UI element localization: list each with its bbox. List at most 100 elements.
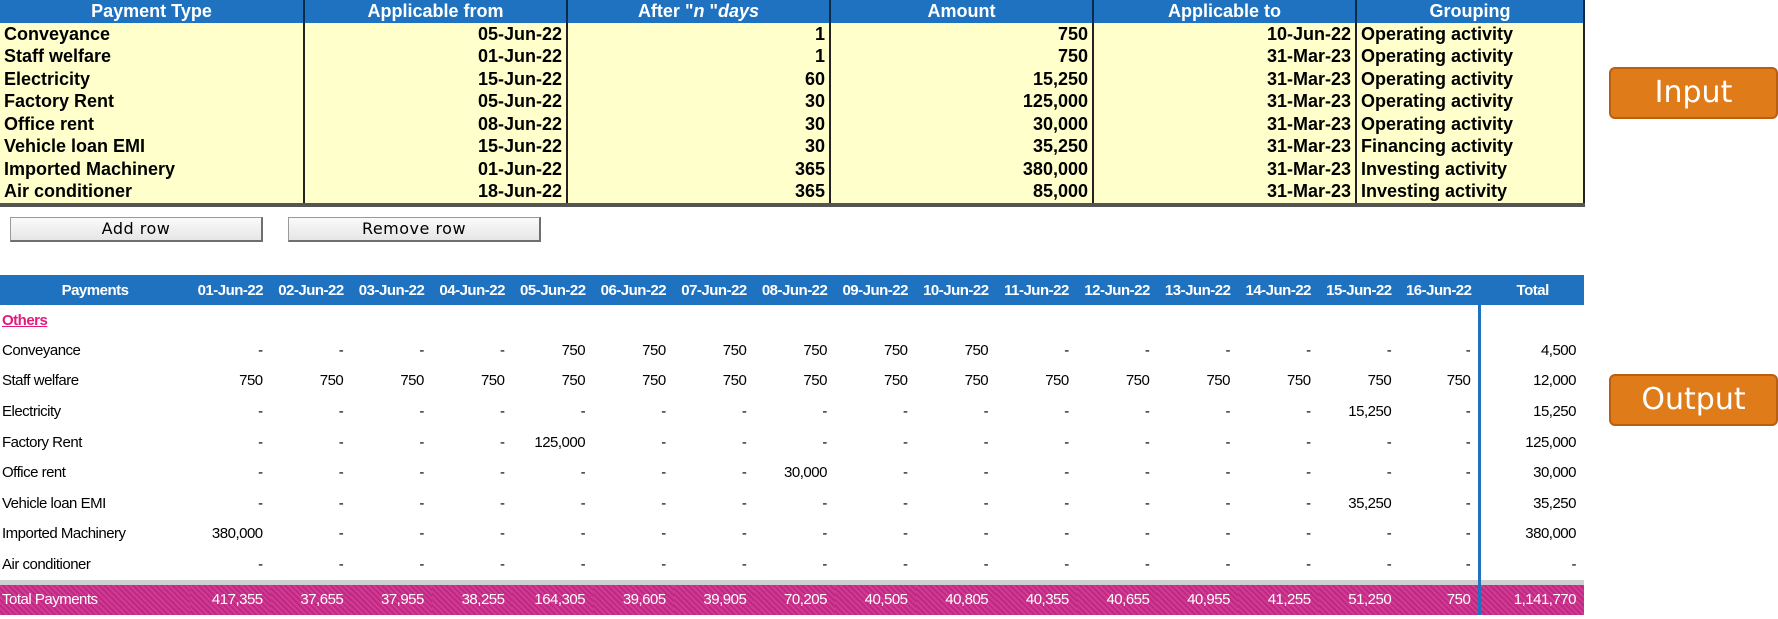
empty-cell[interactable] — [1077, 305, 1158, 335]
day-value-cell[interactable]: - — [1144, 494, 1150, 512]
cell-amount[interactable]: 750 — [830, 45, 1094, 68]
day-value-cell[interactable]: - — [1306, 433, 1311, 451]
day-value-cell[interactable]: - — [419, 464, 424, 482]
day-value-cell[interactable]: - — [661, 464, 666, 482]
add-row-button[interactable]: Add row — [10, 217, 263, 242]
day-total-cell[interactable]: 40,805 — [915, 584, 997, 615]
col-header-date[interactable]: 13-Jun-22 — [1157, 275, 1238, 305]
day-value-cell[interactable]: 750 — [884, 372, 908, 390]
day-value-cell[interactable]: - — [903, 402, 908, 420]
day-value-cell[interactable]: - — [1465, 464, 1471, 482]
empty-cell[interactable] — [271, 305, 352, 335]
cell-applicable-to[interactable]: 31-Mar-23 — [1093, 45, 1357, 68]
day-value-cell[interactable]: - — [1465, 341, 1471, 359]
col-header-date[interactable]: 02-Jun-22 — [270, 275, 352, 305]
cell-amount[interactable]: 30,000 — [830, 113, 1094, 136]
day-value-cell[interactable]: - — [1225, 555, 1230, 573]
day-value-cell[interactable]: - — [822, 555, 827, 573]
col-header-total[interactable]: Total — [1478, 275, 1584, 305]
day-value-cell[interactable]: 750 — [1446, 372, 1471, 390]
day-value-cell[interactable]: - — [661, 494, 666, 512]
day-value-cell[interactable]: 750 — [964, 372, 989, 390]
day-value-cell[interactable]: - — [499, 494, 505, 512]
empty-cell[interactable] — [996, 305, 1077, 335]
day-value-cell[interactable]: - — [258, 433, 263, 451]
cell-applicable-to[interactable]: 31-Mar-23 — [1093, 90, 1357, 113]
day-total-cell[interactable]: 40,955 — [1157, 584, 1238, 615]
day-value-cell[interactable]: - — [822, 433, 827, 451]
day-value-cell[interactable]: - — [1386, 464, 1392, 482]
day-value-cell[interactable]: - — [419, 525, 424, 543]
day-value-cell[interactable]: - — [1144, 341, 1150, 359]
day-value-cell[interactable]: - — [499, 525, 505, 543]
day-total-cell[interactable]: 39,605 — [593, 584, 674, 615]
day-value-cell[interactable]: - — [1306, 464, 1311, 482]
cell-payment-type[interactable]: Conveyance — [0, 23, 305, 46]
day-value-cell[interactable]: - — [741, 402, 747, 420]
day-value-cell[interactable]: - — [741, 433, 747, 451]
day-value-cell[interactable]: - — [1144, 525, 1150, 543]
day-value-cell[interactable]: - — [1225, 402, 1230, 420]
day-value-cell[interactable]: 750 — [561, 372, 586, 390]
cell-after-n-days[interactable]: 1 — [567, 23, 831, 46]
day-value-cell[interactable]: - — [1225, 525, 1230, 543]
section-label-others[interactable]: Others — [2, 311, 48, 329]
day-value-cell[interactable]: - — [1144, 555, 1150, 573]
cell-amount[interactable]: 35,250 — [830, 135, 1094, 158]
day-value-cell[interactable]: - — [580, 464, 586, 482]
day-value-cell[interactable]: 380,000 — [211, 525, 263, 543]
day-total-cell[interactable]: 417,355 — [190, 584, 271, 615]
row-label[interactable]: Vehicle loan EMI — [2, 494, 106, 512]
day-value-cell[interactable]: - — [1306, 341, 1311, 359]
day-value-cell[interactable]: - — [1225, 464, 1230, 482]
day-value-cell[interactable]: 750 — [642, 341, 666, 359]
cell-grouping[interactable]: Operating activity — [1356, 90, 1585, 113]
day-value-cell[interactable]: 750 — [400, 372, 424, 390]
col-header-date[interactable]: 15-Jun-22 — [1318, 275, 1400, 305]
day-value-cell[interactable]: - — [1064, 494, 1069, 512]
day-value-cell[interactable]: - — [1465, 555, 1471, 573]
row-total-cell[interactable]: 30,000 — [1478, 457, 1584, 488]
section-label-cell[interactable]: Others — [0, 305, 190, 335]
col-header-applicable-to[interactable]: Applicable to — [1093, 0, 1357, 23]
empty-cell[interactable] — [835, 305, 916, 335]
day-value-cell[interactable]: - — [338, 555, 344, 573]
col-header-payment-type[interactable]: Payment Type — [0, 0, 305, 23]
cell-applicable-to[interactable]: 10-Jun-22 — [1093, 23, 1357, 46]
day-value-cell[interactable]: - — [1386, 433, 1392, 451]
empty-cell[interactable] — [351, 305, 432, 335]
day-value-cell[interactable]: - — [580, 555, 586, 573]
day-value-cell[interactable]: - — [1144, 402, 1150, 420]
cell-after-n-days[interactable]: 365 — [567, 180, 831, 207]
day-value-cell[interactable]: - — [1306, 402, 1311, 420]
cell-after-n-days[interactable]: 60 — [567, 68, 831, 91]
empty-cell[interactable] — [1157, 305, 1238, 335]
day-value-cell[interactable]: - — [983, 555, 989, 573]
day-value-cell[interactable]: - — [1225, 433, 1230, 451]
col-header-date[interactable]: 06-Jun-22 — [593, 275, 674, 305]
day-value-cell[interactable]: - — [1306, 525, 1311, 543]
day-value-cell[interactable]: - — [741, 494, 747, 512]
day-value-cell[interactable]: 750 — [1125, 372, 1150, 390]
cell-after-n-days[interactable]: 30 — [567, 90, 831, 113]
cell-grouping[interactable]: Operating activity — [1356, 45, 1585, 68]
cell-grouping[interactable]: Investing activity — [1356, 180, 1585, 207]
day-value-cell[interactable]: - — [822, 525, 827, 543]
day-value-cell[interactable]: - — [1465, 402, 1471, 420]
day-value-cell[interactable]: - — [1306, 494, 1311, 512]
cell-amount[interactable]: 380,000 — [830, 158, 1094, 181]
day-value-cell[interactable]: 750 — [561, 341, 586, 359]
col-header-date[interactable]: 07-Jun-22 — [673, 275, 755, 305]
cell-applicable-from[interactable]: 05-Jun-22 — [304, 90, 568, 113]
cell-applicable-to[interactable]: 31-Mar-23 — [1093, 113, 1357, 136]
cell-applicable-to[interactable]: 31-Mar-23 — [1093, 68, 1357, 91]
remove-row-button[interactable]: Remove row — [288, 217, 541, 242]
total-payments-label[interactable]: Total Payments — [0, 584, 191, 615]
day-value-cell[interactable]: - — [1064, 341, 1069, 359]
cell-amount[interactable]: 85,000 — [830, 180, 1094, 207]
day-value-cell[interactable]: - — [338, 433, 344, 451]
day-value-cell[interactable]: - — [1386, 525, 1392, 543]
day-value-cell[interactable]: 750 — [803, 372, 827, 390]
cell-payment-type[interactable]: Vehicle loan EMI — [0, 135, 305, 158]
cell-grouping[interactable]: Operating activity — [1356, 113, 1585, 136]
